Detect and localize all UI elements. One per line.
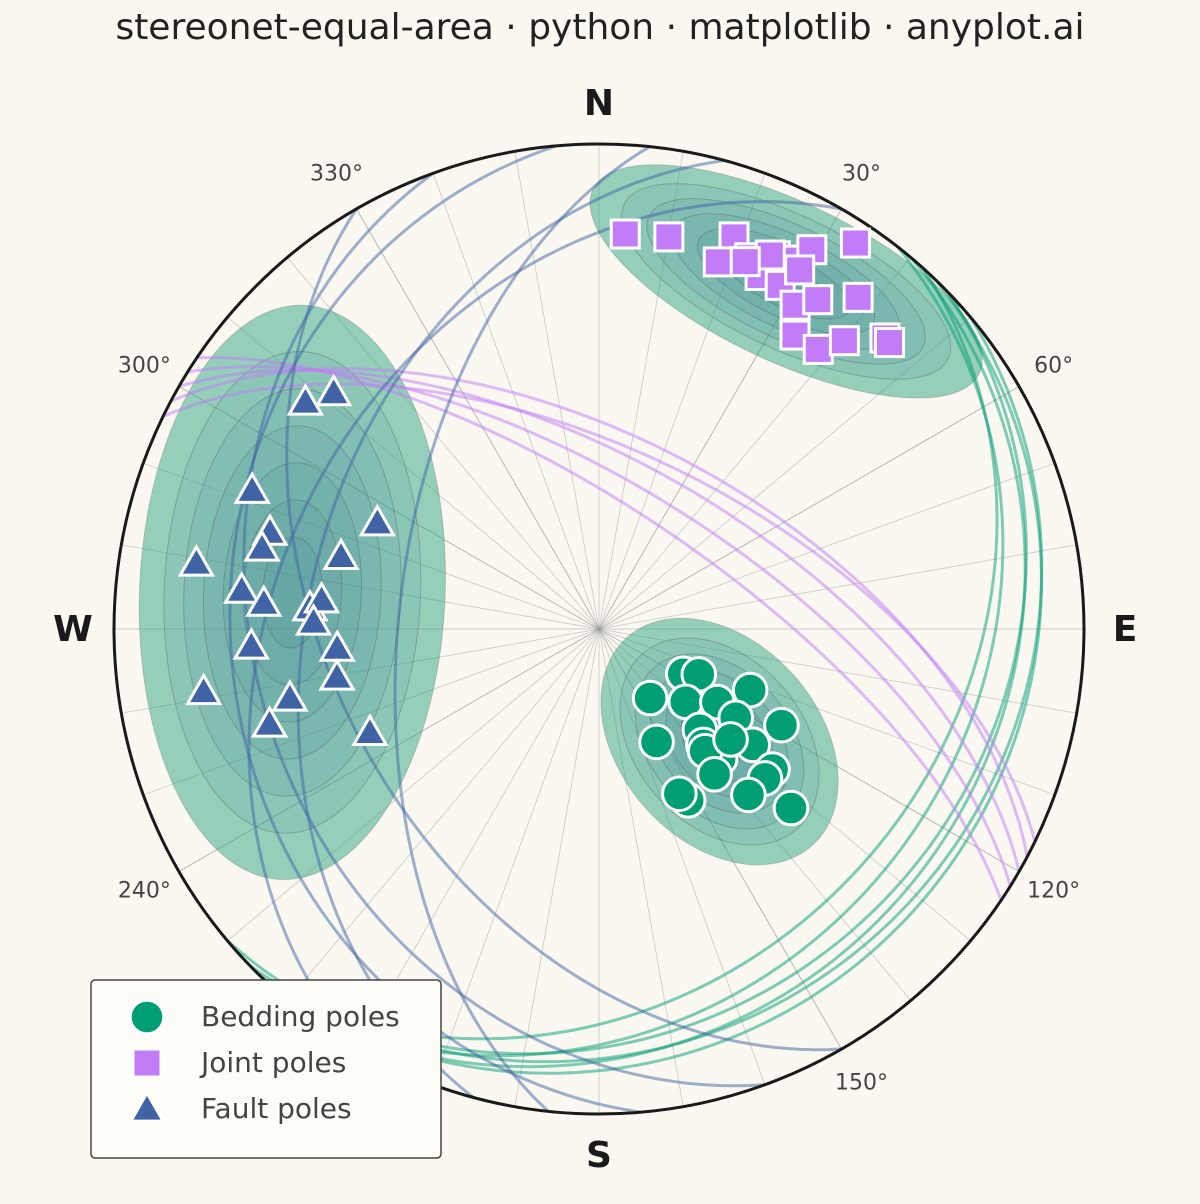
- point-layer: [177, 218, 905, 827]
- pole-marker: [223, 571, 261, 604]
- azimuth-label: 60°: [1034, 354, 1073, 379]
- net-line: [514, 151, 600, 630]
- great-circle: [299, 245, 1005, 1058]
- pole-marker: [271, 678, 309, 712]
- net-line: [356, 628, 600, 1050]
- pole-marker: [609, 218, 641, 250]
- pole-marker: [286, 382, 325, 416]
- great-circle: [393, 145, 651, 1113]
- net-line: [356, 208, 600, 630]
- net-line: [432, 628, 600, 1085]
- legend-marker: [131, 1047, 163, 1079]
- pole-marker: [232, 626, 270, 660]
- pole-marker: [351, 713, 389, 747]
- azimuth-label: 120°: [1027, 879, 1080, 904]
- legend-label: Fault poles: [201, 1092, 352, 1125]
- net-line: [432, 173, 600, 630]
- net-line: [286, 628, 600, 1001]
- plane-layer: [162, 144, 1044, 1114]
- pole-marker: [702, 246, 734, 278]
- pole-marker: [712, 721, 749, 758]
- cardinal-label: W: [53, 609, 93, 650]
- great-circle: [261, 279, 1044, 1075]
- pole-marker: [802, 333, 834, 365]
- great-circle: [170, 367, 1029, 858]
- pole-marker: [839, 227, 871, 259]
- pole-marker: [730, 776, 767, 814]
- primitive-circle: [112, 142, 1086, 1116]
- pole-marker: [250, 704, 289, 738]
- cardinal-label: S: [586, 1135, 612, 1176]
- pole-marker: [828, 325, 860, 357]
- net-line: [598, 544, 1077, 630]
- legend-marker: [128, 998, 166, 1036]
- legend-label: Bedding poles: [201, 1000, 400, 1033]
- great-circle: [178, 368, 1021, 872]
- grid-line: [598, 386, 1020, 630]
- pole-marker: [322, 537, 360, 571]
- pole-marker: [318, 657, 356, 691]
- pole-marker: [177, 543, 216, 577]
- great-circle: [196, 356, 1003, 901]
- cardinal-label: N: [584, 83, 614, 124]
- grid-line: [356, 208, 600, 630]
- pole-marker: [358, 503, 397, 537]
- net-line: [514, 628, 600, 1107]
- pole-marker: [696, 755, 733, 793]
- great-circle: [273, 267, 999, 1041]
- legend-box: [90, 979, 442, 1159]
- chart-title: stereonet-equal-area · python · matplotl…: [115, 7, 1084, 48]
- azimuth-label: 30°: [842, 161, 881, 186]
- legend: Bedding poles Joint poles Fault poles: [90, 979, 442, 1159]
- pole-marker: [243, 528, 281, 562]
- pole-marker: [802, 284, 834, 316]
- net-line: [598, 462, 1055, 630]
- great-circle: [242, 172, 765, 1088]
- great-circle: [286, 256, 1027, 1069]
- pole-marker: [842, 281, 874, 313]
- net-line: [598, 386, 1020, 630]
- azimuth-label: 150°: [835, 1071, 888, 1096]
- pole-marker: [873, 327, 905, 359]
- pole-marker: [184, 672, 223, 706]
- pole-marker: [661, 775, 698, 813]
- pole-marker: [784, 254, 816, 286]
- great-circle: [296, 159, 725, 1099]
- pole-marker: [233, 471, 271, 504]
- legend-marker: [128, 1089, 166, 1123]
- pole-marker: [631, 679, 669, 717]
- pole-marker: [763, 706, 800, 744]
- azimuth-label: 300°: [118, 354, 171, 379]
- pole-marker: [729, 246, 761, 278]
- pole-marker: [294, 602, 333, 636]
- cardinal-label: E: [1113, 609, 1138, 650]
- azimuth-label: 330°: [310, 161, 363, 186]
- pole-marker: [772, 789, 810, 827]
- pole-marker: [315, 373, 353, 407]
- great-circle: [285, 208, 842, 1052]
- great-circle: [187, 365, 1012, 887]
- pole-marker: [638, 723, 675, 761]
- net-line: [227, 628, 600, 942]
- label-layer: 30° 60° 120° 150° 240° 300° 330° N E S W: [53, 83, 1137, 1176]
- legend-label: Joint poles: [199, 1046, 346, 1079]
- pole-marker: [653, 221, 685, 253]
- azimuth-label: 240°: [118, 879, 171, 904]
- pole-marker: [245, 584, 283, 617]
